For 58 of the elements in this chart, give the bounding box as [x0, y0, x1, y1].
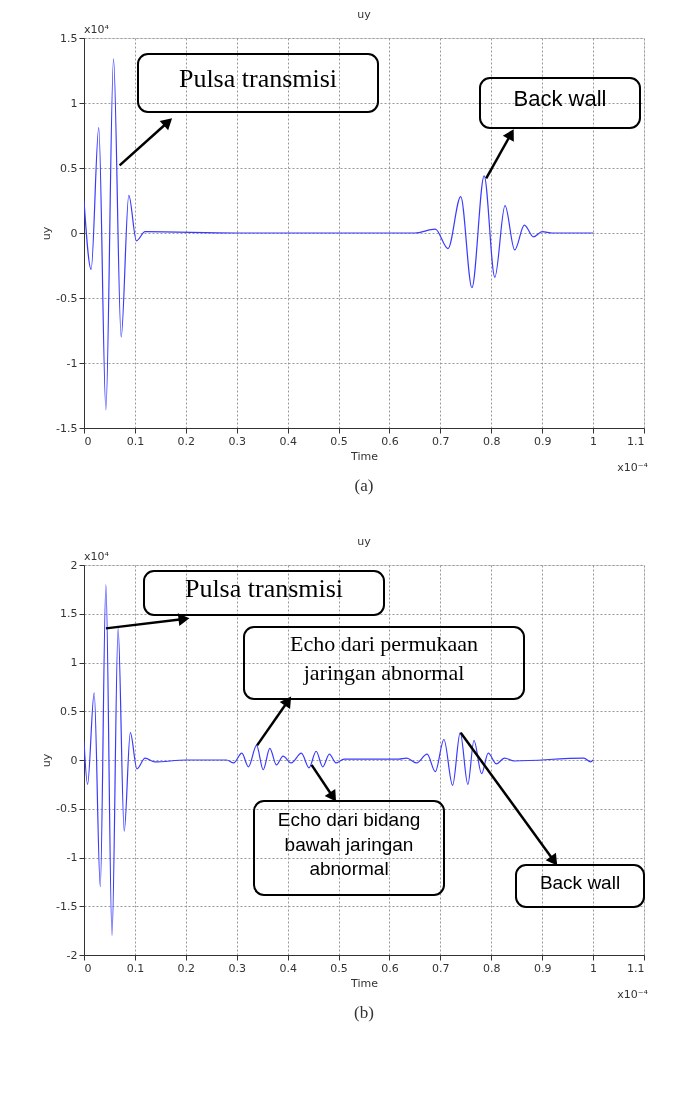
x-tick-label: 0.9: [533, 961, 552, 975]
x-tick-label: 0.6: [381, 434, 399, 448]
x-tick-label: 0.1: [126, 434, 145, 448]
y-tick-label: -0.5: [56, 802, 78, 816]
y-tick-label: -0.5: [56, 291, 78, 305]
y-tick-label: -1: [66, 851, 78, 864]
x-tick-label: 0.2: [177, 961, 196, 975]
x-tick-label: 0.3: [228, 434, 246, 448]
y-tick-label: -2: [66, 948, 78, 962]
x-tick-label: 0.1: [126, 961, 145, 975]
text: (a): [354, 476, 374, 495]
y-tick-label: 1: [70, 656, 78, 669]
chart-title: uy: [357, 8, 372, 21]
x-tick-label: 1.1: [627, 961, 645, 975]
y-tick-label: 0: [70, 753, 78, 767]
x-tick-label: 0: [84, 961, 92, 975]
y-tick-label: -1: [66, 356, 78, 370]
x-tick-label: 0.8: [483, 434, 501, 448]
x-tick-label: 0.5: [330, 434, 348, 448]
y-tick-label: 2: [70, 558, 78, 572]
y-tick-label: 0.5: [60, 704, 78, 718]
x-tick-label: 1.1: [627, 434, 645, 448]
text: x10⁻⁴: [617, 988, 649, 1001]
y-axis-title: uy: [40, 226, 54, 241]
x-tick-label: 0.6: [381, 961, 399, 975]
chart-title: uy: [357, 535, 372, 548]
x-tick-label: 0.2: [177, 434, 196, 448]
annotation: Echo dari permukaan jaringan abnormal: [289, 631, 479, 685]
y-axis-title: uy: [40, 753, 54, 768]
x-tick-label: 0.7: [432, 434, 450, 448]
x-tick-label: 0.9: [533, 434, 552, 448]
y-tick-label: -1.5: [56, 421, 78, 435]
y-tick-label: 1.5: [60, 31, 78, 45]
x-tick-label: 0.8: [483, 961, 501, 975]
x-tick-label: 0.4: [279, 961, 297, 975]
x-tick-label: 0.5: [330, 961, 348, 975]
x-tick-label: 1: [590, 961, 598, 975]
text: x10⁴: [84, 23, 110, 36]
annotation: Pulsa transmisi: [178, 64, 338, 94]
x-tick-label: 0.3: [228, 961, 246, 975]
y-tick-label: 0.5: [60, 161, 78, 175]
annotation: Pulsa transmisi: [184, 574, 344, 604]
y-tick-label: 0: [70, 226, 78, 240]
annotation: Back wall: [539, 871, 621, 893]
x-tick-label: 0.7: [432, 961, 450, 975]
y-tick-label: -1.5: [56, 899, 78, 913]
x-axis-title: Time: [350, 976, 379, 990]
x-tick-label: 0: [84, 434, 92, 448]
y-tick-label: 1.5: [60, 607, 78, 621]
annotation: Back wall: [513, 85, 607, 111]
x-tick-label: 0.4: [279, 434, 297, 448]
annotation: Echo dari bidang bawah jaringan abnormal: [277, 808, 421, 880]
x-axis-title: Time: [350, 449, 379, 463]
text: x10⁻⁴: [617, 461, 649, 474]
x-tick-label: 1: [590, 434, 598, 448]
text: x10⁴: [84, 550, 110, 563]
text: (b): [354, 1003, 374, 1022]
y-tick-label: 1: [70, 96, 78, 110]
